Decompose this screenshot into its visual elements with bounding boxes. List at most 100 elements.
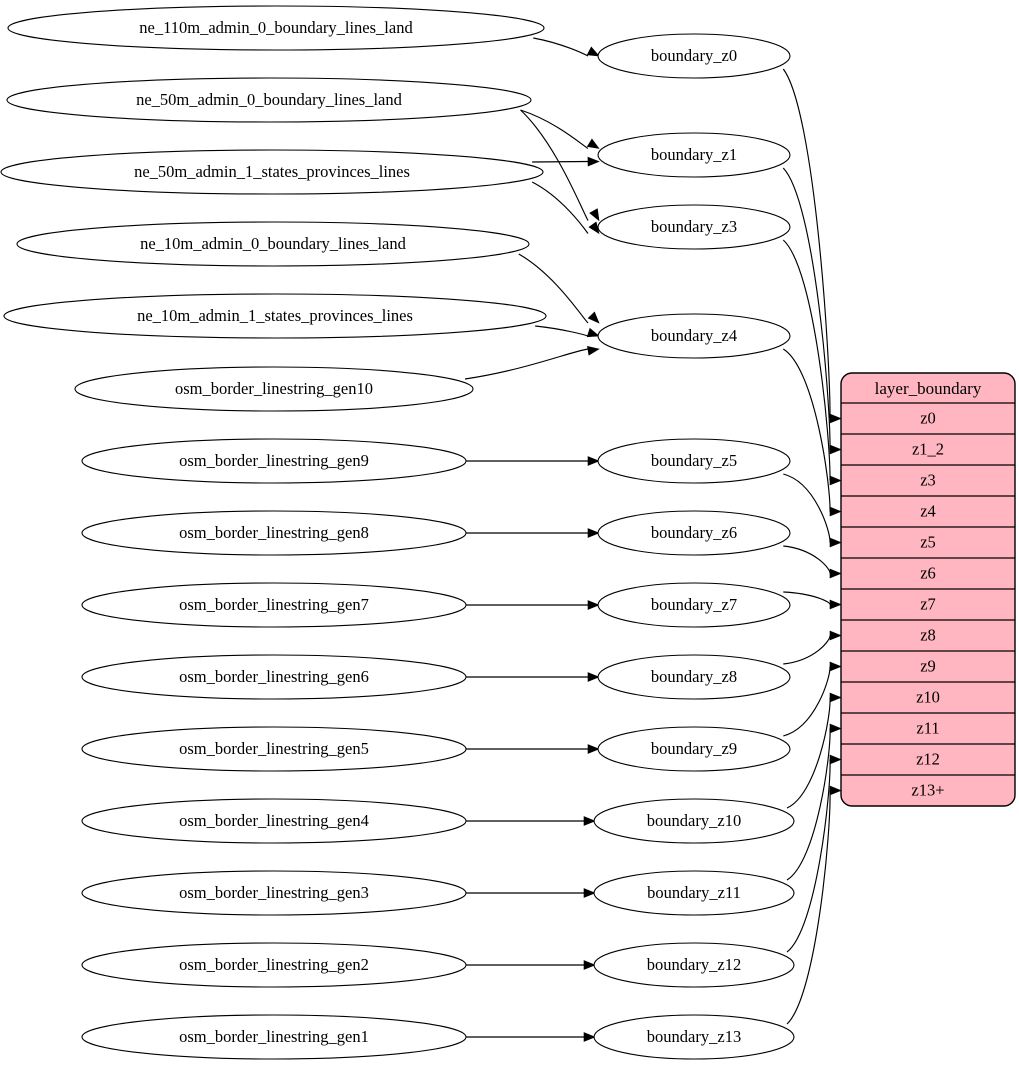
edge-arrowhead: [587, 456, 600, 466]
node-label: osm_border_linestring_gen10: [175, 379, 373, 398]
node-ellipse: [7, 5, 545, 51]
edge-arrowhead: [589, 208, 600, 222]
node-label: boundary_z12: [647, 955, 741, 974]
source-node-osm_border_linestring_gen3[interactable]: osm_border_linestring_gen3: [81, 870, 467, 916]
source-node-osm_border_linestring_gen10[interactable]: osm_border_linestring_gen10: [74, 366, 474, 412]
edge-path: [783, 545, 831, 574]
edge-arrowhead: [829, 599, 842, 610]
edge-arrowhead: [829, 475, 842, 486]
table-row-z0[interactable]: z0: [920, 408, 936, 427]
edge-path: [782, 239, 831, 481]
edge-path: [786, 759, 831, 953]
edge-arrowhead: [587, 346, 600, 356]
table-row-z8[interactable]: z8: [920, 625, 936, 644]
edge-osm_border_linestring_gen8-to-boundary_z6: [458, 528, 600, 538]
source-node-ne_50m_admin_0_boundary_lines_land[interactable]: ne_50m_admin_0_boundary_lines_land: [6, 77, 532, 123]
node-ellipse: [597, 204, 791, 250]
node-ellipse: [0, 149, 544, 195]
node-ellipse: [74, 366, 474, 412]
node-label: ne_50m_admin_0_boundary_lines_land: [136, 90, 403, 109]
edge-arrowhead: [829, 537, 842, 548]
source-node-osm_border_linestring_gen1[interactable]: osm_border_linestring_gen1: [81, 1014, 467, 1060]
edge-ne_10m_admin_1_states_provinces_lines-to-boundary_z4: [535, 325, 600, 338]
source-node-ne_110m_admin_0_boundary_lines_land[interactable]: ne_110m_admin_0_boundary_lines_land: [7, 5, 545, 51]
boundary-node-boundary_z10[interactable]: boundary_z10: [593, 798, 795, 844]
source-node-osm_border_linestring_gen4[interactable]: osm_border_linestring_gen4: [81, 798, 467, 844]
boundary-node-boundary_z7[interactable]: boundary_z7: [597, 582, 791, 628]
edge-path: [786, 790, 831, 1025]
edge-arrowhead: [583, 816, 596, 826]
boundary-node-boundary_z5[interactable]: boundary_z5: [597, 438, 791, 484]
node-label: boundary_z10: [647, 811, 741, 830]
source-node-osm_border_linestring_gen2[interactable]: osm_border_linestring_gen2: [81, 942, 467, 988]
edge-path: [782, 348, 831, 512]
source-node-osm_border_linestring_gen7[interactable]: osm_border_linestring_gen7: [81, 582, 467, 628]
table-header-label: layer_boundary: [875, 379, 982, 398]
table-row-z10[interactable]: z10: [916, 687, 940, 706]
node-ellipse: [593, 1014, 795, 1060]
node-ellipse: [597, 654, 791, 700]
table-row-z13+[interactable]: z13+: [911, 780, 944, 799]
edge-path: [518, 253, 589, 324]
edge-boundary_z9-to-layer_boundary-z9: [783, 661, 842, 737]
edge-boundary_z12-to-layer_boundary-z12: [786, 754, 842, 953]
source-node-osm_border_linestring_gen5[interactable]: osm_border_linestring_gen5: [81, 726, 467, 772]
edge-arrowhead: [583, 960, 596, 970]
node-label: osm_border_linestring_gen5: [179, 739, 369, 758]
source-node-ne_50m_admin_1_states_provinces_lines[interactable]: ne_50m_admin_1_states_provinces_lines: [0, 149, 544, 195]
table-row-z7[interactable]: z7: [920, 594, 936, 613]
node-ellipse: [16, 221, 530, 267]
boundary-node-boundary_z4[interactable]: boundary_z4: [597, 313, 791, 359]
boundary-node-boundary_z8[interactable]: boundary_z8: [597, 654, 791, 700]
node-label: osm_border_linestring_gen9: [179, 451, 369, 470]
edge-path: [786, 728, 831, 881]
node-label: boundary_z8: [651, 667, 737, 686]
table-row-z9[interactable]: z9: [920, 656, 936, 675]
edge-osm_border_linestring_gen5-to-boundary_z9: [458, 744, 600, 754]
table-row-z6[interactable]: z6: [920, 563, 936, 582]
node-label: boundary_z4: [651, 326, 737, 345]
source-node-ne_10m_admin_1_states_provinces_lines[interactable]: ne_10m_admin_1_states_provinces_lines: [3, 293, 547, 339]
source-node-osm_border_linestring_gen6[interactable]: osm_border_linestring_gen6: [81, 654, 467, 700]
node-label: boundary_z9: [651, 739, 737, 758]
source-node-osm_border_linestring_gen8[interactable]: osm_border_linestring_gen8: [81, 510, 467, 556]
edge-boundary_z11-to-layer_boundary-z11: [786, 723, 842, 881]
table-row-z11[interactable]: z11: [916, 718, 939, 737]
edge-path: [464, 348, 589, 380]
boundary-node-boundary_z1[interactable]: boundary_z1: [597, 132, 791, 178]
boundary-node-boundary_z11[interactable]: boundary_z11: [593, 870, 795, 916]
table-row-z12[interactable]: z12: [916, 749, 940, 768]
boundary-node-boundary_z12[interactable]: boundary_z12: [593, 942, 795, 988]
edge-arrowhead: [587, 672, 600, 682]
table-row-z4[interactable]: z4: [920, 501, 936, 520]
edge-osm_border_linestring_gen1-to-boundary_z13: [458, 1032, 596, 1042]
edge-arrowhead: [829, 506, 842, 517]
node-label: ne_50m_admin_1_states_provinces_lines: [134, 162, 410, 181]
edge-ne_50m_admin_0_boundary_lines_land-to-boundary_z3: [520, 109, 600, 222]
edge-arrowhead: [829, 661, 842, 672]
node-ellipse: [81, 438, 467, 484]
edge-ne_50m_admin_1_states_provinces_lines-to-boundary_z1: [532, 156, 600, 167]
edge-arrowhead: [829, 568, 842, 579]
edge-path: [783, 666, 831, 737]
table-row-z5[interactable]: z5: [920, 532, 936, 551]
source-node-ne_10m_admin_0_boundary_lines_land[interactable]: ne_10m_admin_0_boundary_lines_land: [16, 221, 530, 267]
edge-boundary_z8-to-layer_boundary-z8: [783, 630, 842, 665]
boundary-node-boundary_z0[interactable]: boundary_z0: [597, 33, 791, 79]
edge-path: [786, 697, 831, 809]
edge-boundary_z0-to-layer_boundary-z0: [782, 68, 842, 424]
source-node-osm_border_linestring_gen9[interactable]: osm_border_linestring_gen9: [81, 438, 467, 484]
table-row-z3[interactable]: z3: [920, 470, 936, 489]
edge-path: [531, 181, 589, 234]
edge-osm_border_linestring_gen9-to-boundary_z5: [458, 456, 600, 466]
node-ellipse: [81, 1014, 467, 1060]
edge-ne_50m_admin_0_boundary_lines_land-to-boundary_z1: [520, 109, 600, 149]
table-row-z1_2[interactable]: z1_2: [912, 439, 944, 458]
boundary-node-boundary_z3[interactable]: boundary_z3: [597, 204, 791, 250]
boundary-node-boundary_z6[interactable]: boundary_z6: [597, 510, 791, 556]
edge-arrowhead: [829, 630, 842, 641]
boundary-node-boundary_z13[interactable]: boundary_z13: [593, 1014, 795, 1060]
node-ellipse: [597, 510, 791, 556]
boundary-node-boundary_z9[interactable]: boundary_z9: [597, 726, 791, 772]
